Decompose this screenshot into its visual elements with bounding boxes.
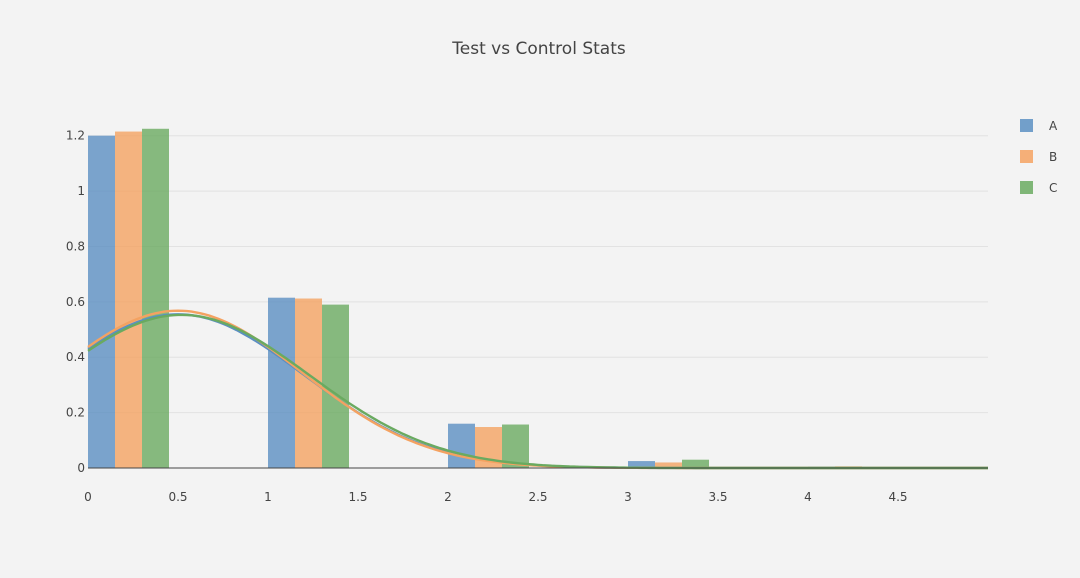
x-tick-label: 2 (444, 490, 452, 504)
bar-c[interactable] (142, 128, 169, 468)
y-tick-label: 1 (77, 184, 85, 198)
grid-lines (88, 135, 988, 414)
bar-b[interactable] (655, 462, 682, 468)
y-tick-label: 0.2 (66, 406, 85, 420)
legend-label: A (1049, 119, 1058, 133)
bar-a[interactable] (268, 297, 295, 468)
bar-c[interactable] (682, 459, 709, 468)
legend-label: B (1049, 150, 1057, 164)
legend[interactable]: A B C (1020, 119, 1058, 195)
legend-swatch (1020, 150, 1033, 163)
y-axis-ticks: 0 0.2 0.4 0.6 0.8 1 1.2 (66, 129, 85, 475)
legend-label: C (1049, 181, 1057, 195)
curve-c (87, 313, 988, 470)
bar-a[interactable] (88, 135, 115, 468)
bar-a[interactable] (448, 423, 475, 468)
x-tick-label: 0 (84, 490, 92, 504)
bar-b[interactable] (115, 131, 142, 469)
y-tick-label: 0.6 (66, 295, 85, 309)
x-tick-label: 0.5 (168, 490, 187, 504)
curve-b (87, 309, 988, 470)
x-axis-ticks: 0 0.5 1 1.5 2 2.5 3 3.5 4 4.5 (84, 490, 907, 504)
legend-item-a[interactable]: A (1020, 119, 1058, 133)
chart-title: Test vs Control Stats (451, 39, 626, 59)
x-tick-label: 4 (804, 490, 812, 504)
legend-item-b[interactable]: B (1020, 150, 1057, 164)
fit-curves (87, 309, 988, 470)
x-tick-label: 1 (264, 490, 272, 504)
bar-a[interactable] (628, 461, 655, 468)
x-tick-label: 1.5 (348, 490, 367, 504)
x-tick-label: 2.5 (528, 490, 547, 504)
y-tick-label: 0 (77, 461, 85, 475)
y-tick-label: 0.4 (66, 350, 85, 364)
x-tick-label: 3 (624, 490, 632, 504)
x-tick-label: 3.5 (708, 490, 727, 504)
bars (88, 128, 889, 469)
legend-swatch (1020, 119, 1033, 132)
curve-a (87, 313, 988, 470)
x-tick-label: 4.5 (888, 490, 907, 504)
y-tick-label: 1.2 (66, 129, 85, 143)
bar-c[interactable] (502, 424, 529, 468)
legend-swatch (1020, 181, 1033, 194)
legend-item-c[interactable]: C (1020, 181, 1057, 195)
y-tick-label: 0.8 (66, 239, 85, 253)
